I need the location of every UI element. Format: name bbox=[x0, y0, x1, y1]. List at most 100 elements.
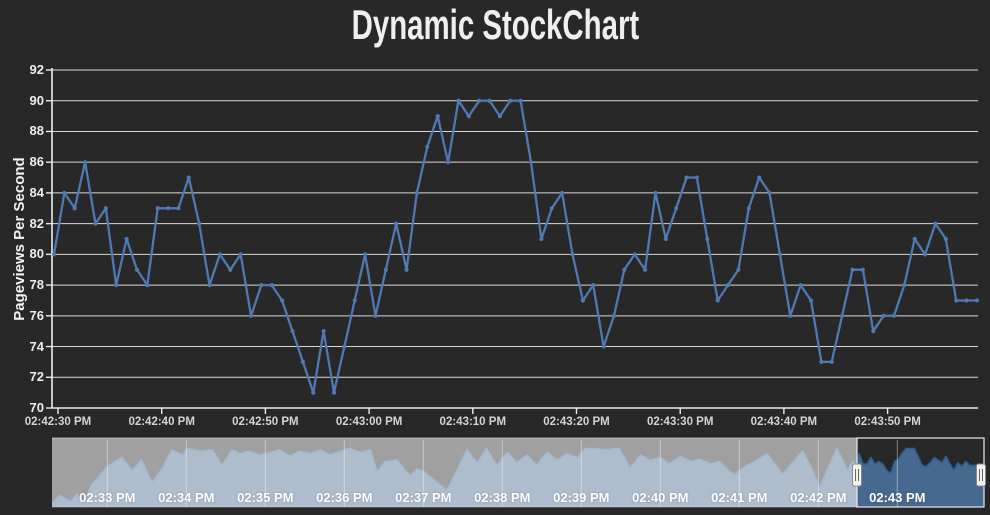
data-point bbox=[663, 236, 668, 242]
data-point bbox=[705, 236, 710, 242]
navigator-right-handle[interactable] bbox=[976, 463, 986, 487]
chart-title: Dynamic StockChart bbox=[0, 2, 990, 48]
navigator-mask bbox=[52, 438, 857, 507]
y-axis-label: 92 bbox=[29, 62, 44, 77]
data-point bbox=[497, 113, 503, 119]
x-axis-label: 02:42:50 PM bbox=[232, 416, 299, 428]
data-point bbox=[51, 252, 57, 257]
data-point bbox=[228, 267, 233, 272]
data-point bbox=[539, 236, 544, 242]
data-point bbox=[373, 313, 378, 318]
x-axis-label: 02:43:40 PM bbox=[750, 416, 818, 428]
data-point bbox=[238, 252, 243, 257]
y-axis-label: 72 bbox=[29, 369, 44, 385]
data-point bbox=[414, 190, 420, 196]
data-point bbox=[653, 190, 658, 196]
data-point bbox=[518, 98, 523, 103]
data-point bbox=[124, 236, 129, 242]
data-point bbox=[363, 252, 368, 257]
data-point bbox=[860, 267, 865, 272]
data-point bbox=[456, 98, 461, 103]
data-point bbox=[134, 267, 140, 272]
data-point bbox=[342, 344, 347, 349]
data-point bbox=[259, 282, 264, 288]
data-point bbox=[570, 252, 575, 257]
x-axis-label: 02:43:00 PM bbox=[335, 416, 403, 428]
data-point bbox=[891, 313, 897, 318]
data-point bbox=[622, 267, 627, 272]
data-point bbox=[394, 221, 399, 226]
series-line bbox=[52, 99, 979, 394]
data-point bbox=[798, 282, 803, 288]
data-point bbox=[871, 329, 876, 334]
navigator-label: 02:33 PM bbox=[79, 490, 136, 505]
y-axis-label: 82 bbox=[29, 215, 44, 231]
data-point bbox=[248, 313, 254, 318]
navigator[interactable] bbox=[0, 430, 990, 515]
data-point bbox=[62, 190, 67, 196]
x-axis-label: 02:42:30 PM bbox=[24, 416, 92, 428]
data-point bbox=[383, 267, 388, 272]
data-point bbox=[591, 282, 596, 288]
data-point bbox=[943, 236, 948, 242]
data-point bbox=[176, 206, 181, 211]
y-axis-label: 70 bbox=[29, 400, 44, 415]
data-point bbox=[207, 282, 212, 288]
data-point bbox=[445, 160, 451, 165]
x-axis-label: 02:43:20 PM bbox=[543, 416, 610, 428]
y-axis-label: 76 bbox=[29, 307, 44, 323]
data-point bbox=[767, 190, 772, 196]
data-point bbox=[93, 221, 98, 226]
data-point bbox=[155, 206, 160, 211]
data-point bbox=[300, 359, 305, 365]
data-point bbox=[684, 175, 689, 180]
data-point bbox=[840, 313, 845, 318]
data-point bbox=[466, 113, 471, 119]
data-point bbox=[321, 329, 326, 334]
navigator-label: 02:42 PM bbox=[790, 490, 847, 505]
data-point bbox=[352, 298, 357, 303]
data-point bbox=[715, 298, 720, 303]
data-point bbox=[601, 344, 606, 349]
main-plot[interactable] bbox=[0, 0, 990, 430]
data-point bbox=[694, 175, 700, 180]
data-point bbox=[477, 98, 482, 103]
data-point bbox=[165, 206, 171, 211]
y-axis-label: 78 bbox=[29, 277, 44, 293]
navigator-label: 02:38 PM bbox=[474, 490, 531, 505]
x-axis-label: 02:43:50 PM bbox=[854, 416, 921, 428]
data-point bbox=[757, 175, 762, 180]
data-point bbox=[777, 252, 783, 257]
data-point bbox=[808, 298, 814, 303]
data-point bbox=[404, 267, 409, 272]
y-axis-label: 88 bbox=[29, 123, 44, 139]
data-point bbox=[632, 252, 637, 257]
navigator-label: 02:39 PM bbox=[553, 490, 610, 505]
data-point bbox=[881, 313, 886, 318]
data-point bbox=[611, 313, 617, 318]
data-point bbox=[674, 206, 679, 211]
data-point bbox=[912, 236, 917, 242]
data-point bbox=[72, 206, 77, 211]
y-axis-label: 86 bbox=[29, 154, 44, 170]
data-point bbox=[560, 190, 565, 196]
data-point bbox=[725, 282, 731, 288]
y-axis-label: 80 bbox=[29, 246, 44, 262]
navigator-label: 02:41 PM bbox=[711, 490, 768, 505]
navigator-label: 02:36 PM bbox=[316, 490, 373, 505]
data-point bbox=[83, 160, 88, 165]
data-point bbox=[331, 390, 337, 395]
navigator-left-handle[interactable] bbox=[852, 463, 862, 487]
data-point bbox=[217, 252, 223, 257]
navigator-label: 02:34 PM bbox=[158, 490, 215, 505]
y-axis-label: 74 bbox=[29, 338, 44, 354]
data-point bbox=[197, 221, 202, 226]
navigator-label: 02:35 PM bbox=[237, 490, 294, 505]
x-axis-label: 02:43:10 PM bbox=[439, 416, 507, 428]
y-axis-label: 90 bbox=[29, 92, 44, 108]
data-point bbox=[974, 298, 980, 303]
data-point bbox=[964, 298, 969, 303]
data-point bbox=[580, 298, 585, 303]
data-point bbox=[103, 206, 108, 211]
